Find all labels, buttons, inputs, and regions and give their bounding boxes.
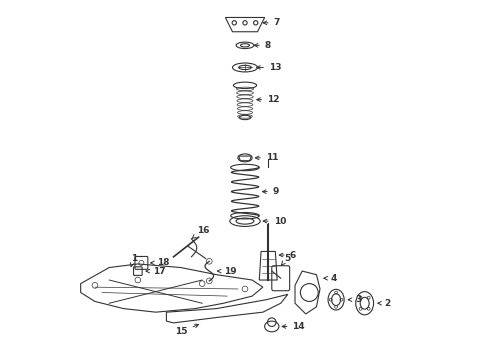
Text: 19: 19 [218, 267, 237, 276]
Text: 6: 6 [279, 251, 296, 260]
Text: 5: 5 [281, 254, 291, 265]
Text: 10: 10 [263, 217, 286, 226]
Text: 13: 13 [257, 63, 281, 72]
Text: 16: 16 [192, 225, 209, 239]
Text: 17: 17 [146, 267, 166, 276]
Text: 14: 14 [282, 322, 305, 331]
Text: 4: 4 [324, 274, 337, 283]
Text: 3: 3 [348, 295, 361, 304]
Text: 2: 2 [378, 299, 391, 308]
Text: 8: 8 [254, 41, 271, 50]
Text: 11: 11 [255, 153, 278, 162]
Text: 1: 1 [130, 254, 137, 266]
Text: 12: 12 [257, 95, 280, 104]
Text: 7: 7 [263, 18, 280, 27]
Text: 18: 18 [150, 258, 170, 267]
Text: 9: 9 [263, 187, 279, 196]
Text: 15: 15 [175, 324, 198, 336]
